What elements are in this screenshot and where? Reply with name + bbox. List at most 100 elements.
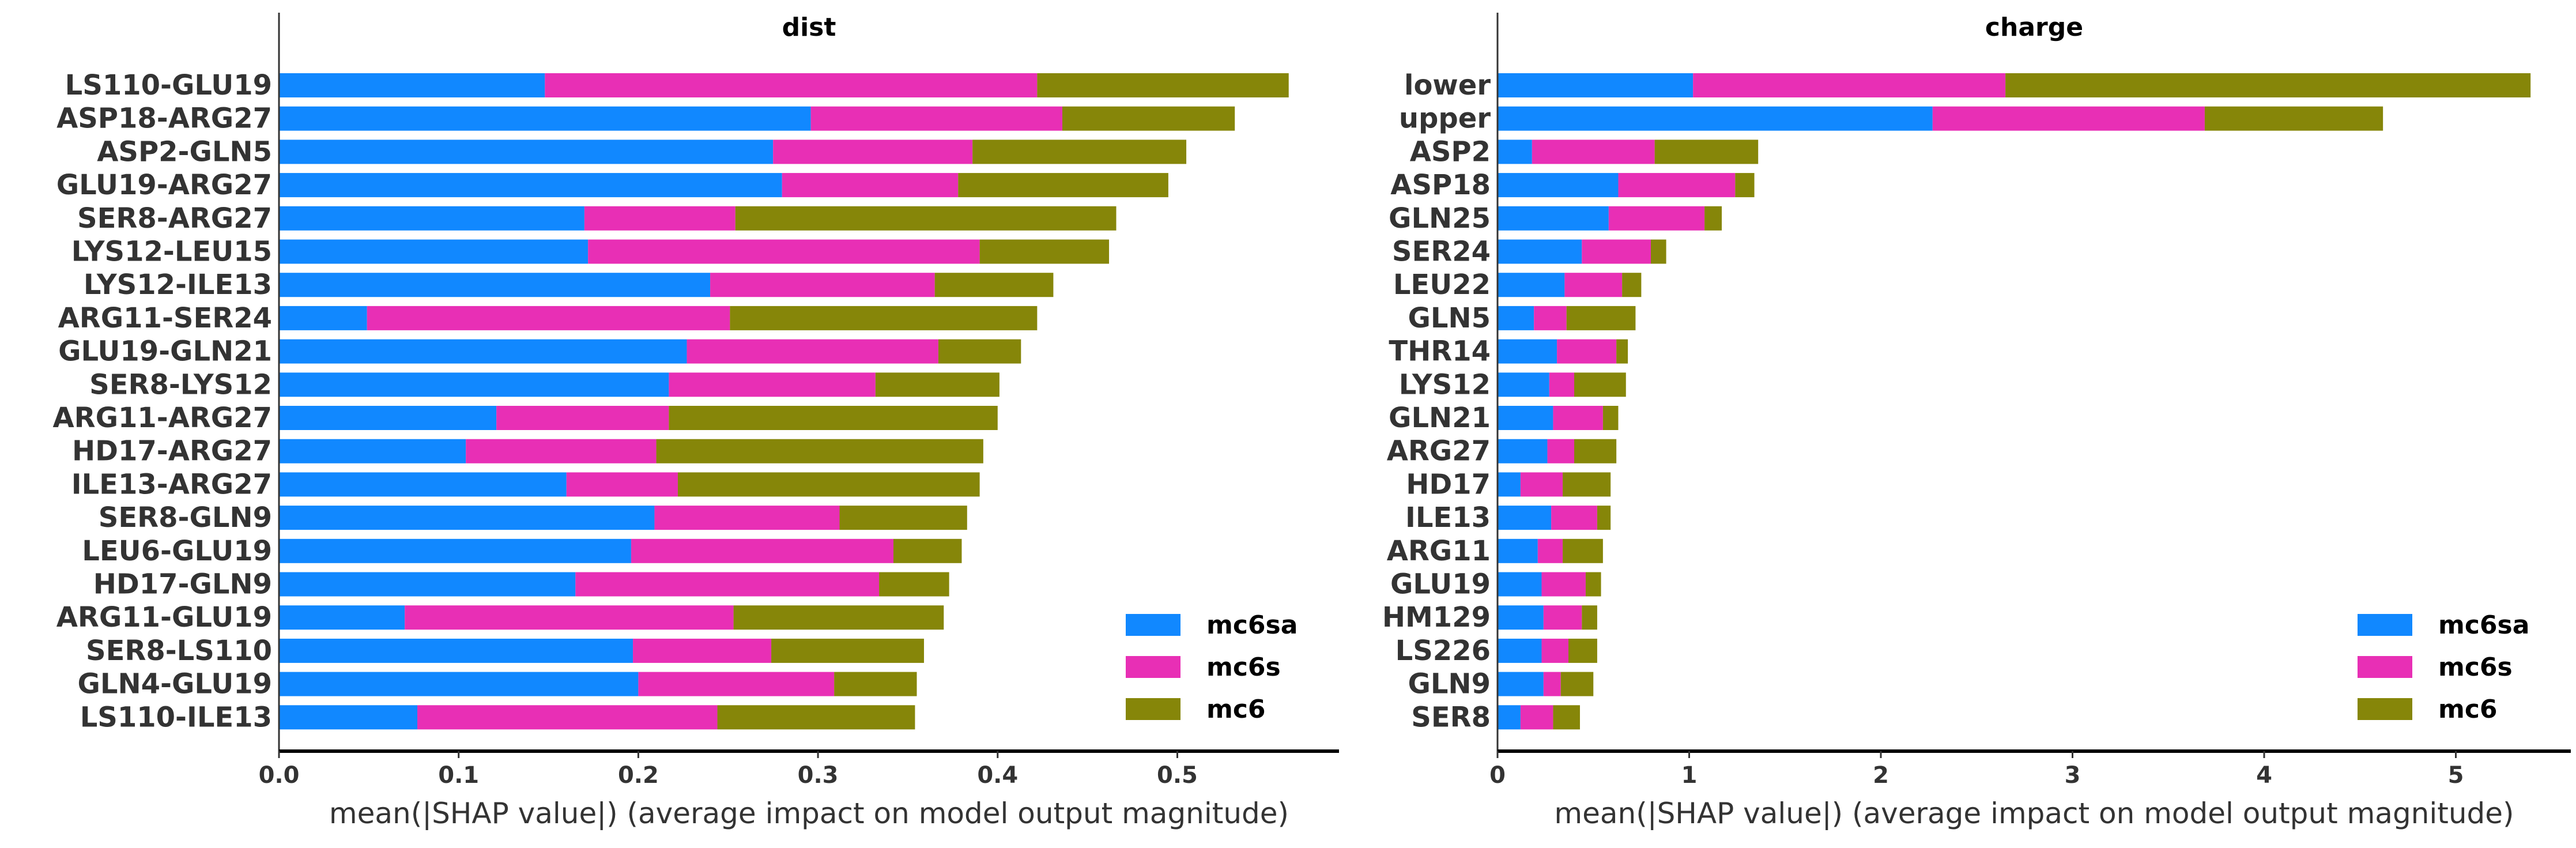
bar-mc6s: [466, 439, 657, 463]
bar-mc6sa: [1498, 472, 1521, 497]
bar-mc6s: [1543, 605, 1582, 630]
bar-mc6sa: [279, 638, 633, 663]
bar-mc6: [1553, 705, 1580, 730]
category-label: ARG11-SER24: [58, 302, 272, 334]
category-label: LS110-ILE13: [80, 701, 272, 733]
bar-mc6: [2204, 106, 2383, 131]
bar-mc6: [979, 239, 1110, 264]
bar-mc6sa: [1498, 206, 1609, 231]
bar-mc6: [1563, 472, 1611, 497]
bar-mc6sa: [1498, 306, 1534, 330]
category-label: GLN25: [1389, 202, 1491, 235]
legend-label-mc6: mc6: [1206, 695, 1266, 724]
bar-mc6: [879, 572, 949, 597]
category-label: HD17: [1406, 468, 1491, 500]
category-label: GLU19-GLN21: [58, 336, 272, 368]
legend-label-mc6: mc6: [2438, 695, 2498, 724]
x-tick-label: 0.3: [798, 762, 839, 789]
bar-mc6s: [588, 239, 980, 264]
bar-mc6s: [1543, 672, 1561, 696]
bar-mc6s: [1564, 273, 1623, 297]
bar-mc6: [1585, 572, 1601, 597]
bar-mc6s: [545, 73, 1038, 97]
bar-mc6: [958, 173, 1168, 198]
category-label: upper: [1399, 103, 1491, 135]
bar-mc6sa: [1498, 572, 1542, 597]
bar-mc6s: [1932, 106, 2205, 131]
bar-mc6sa: [279, 339, 687, 364]
bar-mc6: [1616, 339, 1628, 364]
chart-title: charge: [1985, 13, 2083, 42]
bar-mc6s: [417, 705, 718, 730]
bar-mc6: [733, 605, 944, 630]
bar-mc6: [1568, 638, 1597, 663]
category-label: HD17-GLN9: [93, 568, 272, 601]
bar-mc6: [730, 306, 1038, 330]
bar-mc6s: [1547, 439, 1574, 463]
bar-mc6: [938, 339, 1021, 364]
bar-mc6s: [1520, 705, 1553, 730]
bar-mc6s: [1557, 339, 1617, 364]
x-tick-label: 0.2: [618, 762, 659, 789]
bar-mc6sa: [1498, 705, 1521, 730]
bar-mc6s: [773, 140, 973, 164]
category-label: SER8-LYS12: [89, 368, 272, 401]
bar-mc6: [972, 140, 1187, 164]
bar-mc6sa: [279, 73, 545, 97]
bar-mc6sa: [1498, 439, 1548, 463]
bar-mc6: [1563, 538, 1603, 563]
bar-mc6s: [1541, 638, 1569, 663]
category-label: SER8-GLN9: [99, 502, 272, 534]
legend-swatch-mc6: [1126, 698, 1180, 720]
category-label: ARG11-ARG27: [52, 402, 272, 434]
bar-mc6s: [1551, 506, 1597, 530]
category-label: ILE13-ARG27: [71, 468, 272, 500]
category-label: LS226: [1396, 635, 1491, 667]
bar-mc6: [669, 406, 998, 430]
bar-mc6sa: [279, 572, 576, 597]
category-label: LYS12-LEU15: [71, 236, 272, 268]
bar-mc6sa: [279, 506, 655, 530]
bar-mc6: [656, 439, 983, 463]
bar-mc6: [1574, 439, 1617, 463]
x-tick-label: 0.0: [259, 762, 300, 789]
bar-mc6s: [631, 538, 893, 563]
dist-panel: distLS110-GLU19ASP18-ARG27ASP2-GLN5GLU19…: [52, 13, 1339, 830]
bar-mc6sa: [1498, 173, 1619, 198]
bar-mc6: [1735, 173, 1755, 198]
x-tick-label: 0.1: [438, 762, 479, 789]
category-label: ARG11-GLU19: [56, 601, 272, 634]
bar-mc6s: [584, 206, 736, 231]
bar-mc6sa: [279, 306, 367, 330]
category-label: SER8-ARG27: [77, 202, 272, 235]
bar-mc6: [771, 638, 924, 663]
bar-mc6sa: [1498, 672, 1544, 696]
x-tick-label: 4: [2256, 762, 2272, 789]
category-label: LS110-GLU19: [65, 69, 272, 101]
bar-mc6: [1704, 206, 1722, 231]
bar-mc6s: [1618, 173, 1736, 198]
bar-mc6sa: [1498, 106, 1933, 131]
category-label: ASP18: [1390, 169, 1491, 201]
bar-mc6sa: [279, 406, 497, 430]
category-label: HD17-ARG27: [72, 435, 272, 468]
bar-mc6sa: [279, 672, 639, 696]
category-label: ASP2: [1410, 135, 1491, 168]
bar-mc6sa: [1498, 140, 1532, 164]
bar-mc6s: [1520, 472, 1563, 497]
bar-mc6: [934, 273, 1054, 297]
bar-mc6: [1574, 372, 1626, 397]
bar-mc6sa: [279, 173, 782, 198]
bar-mc6s: [1541, 572, 1586, 597]
bar-mc6s: [575, 572, 880, 597]
x-tick-label: 3: [2065, 762, 2081, 789]
bar-mc6: [735, 206, 1117, 231]
bar-mc6s: [1693, 73, 2006, 97]
bar-mc6sa: [279, 106, 811, 131]
legend-label-mc6s: mc6s: [1206, 653, 1281, 682]
bar-mc6s: [367, 306, 730, 330]
category-label: ASP2-GLN5: [97, 135, 272, 168]
bar-mc6s: [633, 638, 772, 663]
x-tick-label: 1: [1681, 762, 1698, 789]
bar-mc6s: [654, 506, 840, 530]
